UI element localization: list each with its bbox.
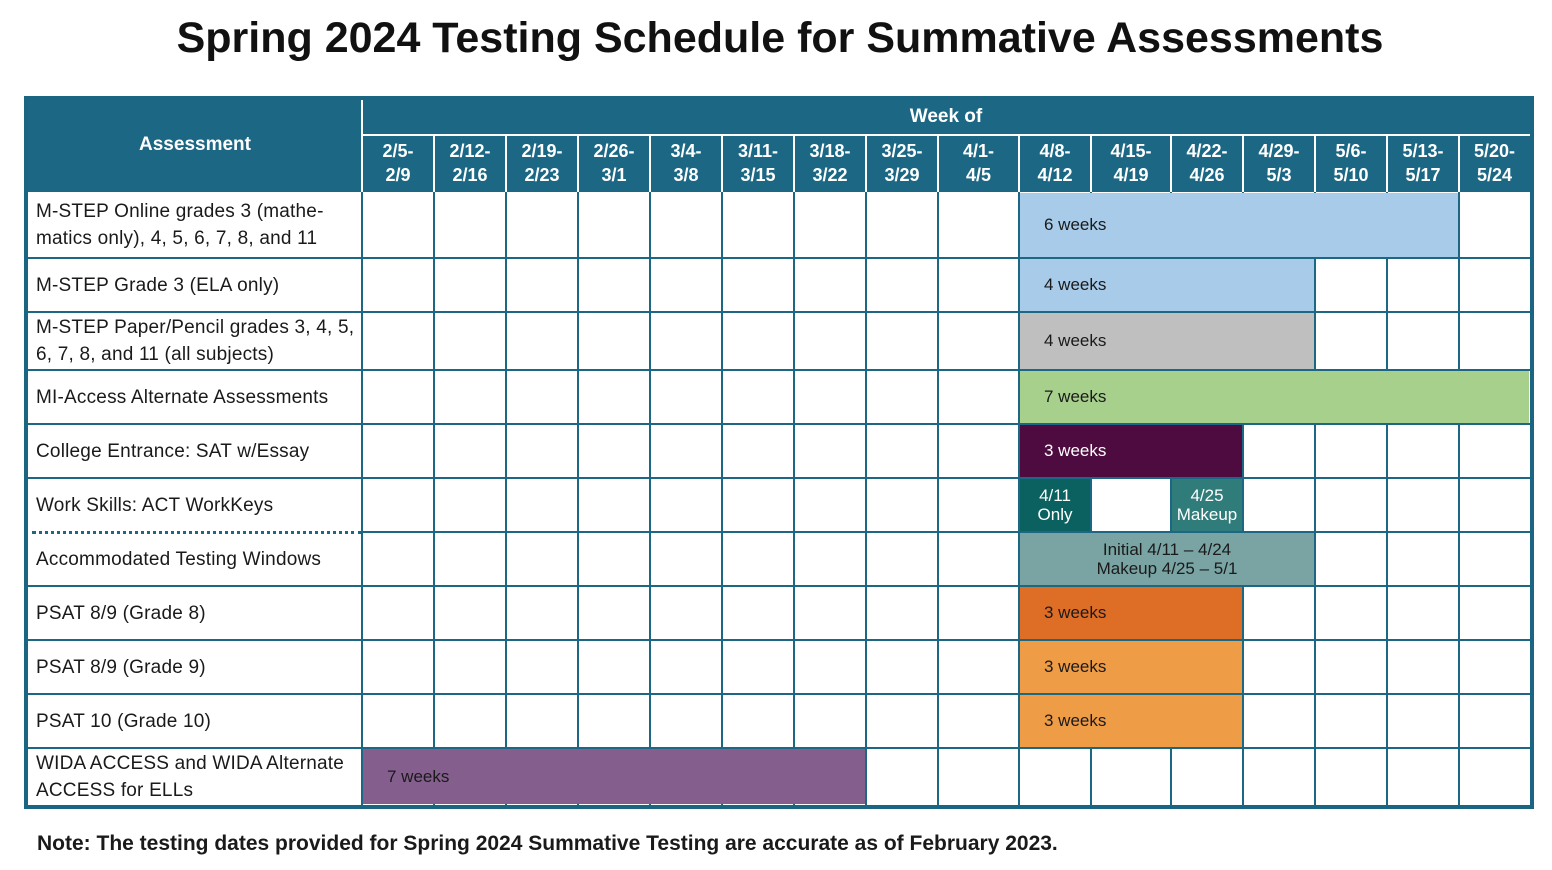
- header-divider: [362, 134, 1530, 136]
- schedule-bar: 4 weeks: [1020, 313, 1314, 369]
- header-col-divider: [1314, 134, 1316, 192]
- grid-col-line: [433, 192, 435, 805]
- grid-row-line: [28, 423, 1530, 425]
- assessment-label: Accommodated Testing Windows: [36, 548, 322, 570]
- schedule-bar: 7 weeks: [363, 749, 865, 804]
- header-background: [28, 100, 1530, 192]
- footnote: Note: The testing dates provided for Spr…: [37, 832, 1058, 855]
- week-header: 3/18- 3/22: [809, 141, 851, 185]
- week-header: 2/19- 2/23: [521, 141, 563, 185]
- grid-col-line: [505, 192, 507, 805]
- assessment-label: PSAT 8/9 (Grade 8): [36, 602, 206, 624]
- grid-col-line: [1386, 192, 1388, 805]
- week-header: 4/8- 4/12: [1037, 141, 1073, 185]
- dotted-divider: [32, 531, 362, 534]
- header-col-divider: [937, 134, 939, 192]
- assessment-label: M-STEP Grade 3 (ELA only): [36, 274, 280, 296]
- schedule-bar: 4 weeks: [1020, 259, 1314, 311]
- week-header: 3/25- 3/29: [881, 141, 923, 185]
- header-col-divider: [721, 134, 723, 192]
- header-col-divider: [361, 100, 363, 192]
- week-header: 2/5- 2/9: [382, 141, 414, 185]
- grid-row-line: [28, 693, 1530, 695]
- header-col-divider: [793, 134, 795, 192]
- grid-col-line: [937, 192, 939, 805]
- schedule-bar: 7 weeks: [1020, 371, 1529, 423]
- week-header: 4/22- 4/26: [1186, 141, 1228, 185]
- grid-col-line: [1242, 192, 1244, 805]
- week-header: 5/13- 5/17: [1402, 141, 1444, 185]
- header-assessment: Assessment: [139, 134, 251, 155]
- week-header: 4/29- 5/3: [1258, 141, 1300, 185]
- grid-col-line: [361, 192, 363, 805]
- header-col-divider: [1090, 134, 1092, 192]
- grid-row-line: [28, 477, 1530, 479]
- header-col-divider: [505, 134, 507, 192]
- schedule-bar: Initial 4/11 – 4/24 Makeup 4/25 – 5/1: [1020, 533, 1314, 585]
- assessment-label: College Entrance: SAT w/Essay: [36, 440, 310, 462]
- week-header: 3/11- 3/15: [737, 141, 779, 185]
- header-col-divider: [1386, 134, 1388, 192]
- week-header: 4/1- 4/5: [962, 141, 995, 185]
- grid-row-line: [362, 531, 1530, 533]
- header-col-divider: [577, 134, 579, 192]
- schedule-bar: 6 weeks: [1020, 193, 1458, 257]
- week-header: 5/6- 5/10: [1333, 141, 1369, 185]
- grid-row-line: [28, 639, 1530, 641]
- assessment-label: M-STEP Paper/Pencil grades 3, 4, 5, 6, 7…: [36, 317, 355, 365]
- schedule-bar: 3 weeks: [1020, 641, 1242, 693]
- assessment-label: M-STEP Online grades 3 (mathe- matics on…: [36, 201, 324, 249]
- grid-col-line: [1458, 192, 1460, 805]
- week-header: 5/20- 5/24: [1473, 141, 1516, 185]
- grid-row-line: [28, 585, 1530, 587]
- schedule-bar: 3 weeks: [1020, 425, 1242, 477]
- page-title: Spring 2024 Testing Schedule for Summati…: [176, 14, 1384, 62]
- assessment-label: MI-Access Alternate Assessments: [36, 386, 329, 408]
- schedule-bar: 3 weeks: [1020, 695, 1242, 747]
- assessment-label: WIDA ACCESS and WIDA Alternate ACCESS fo…: [36, 752, 345, 801]
- assessment-label: Work Skills: ACT WorkKeys: [36, 494, 274, 516]
- week-header: 3/4- 3/8: [670, 141, 702, 185]
- header-col-divider: [865, 134, 867, 192]
- week-header: 2/12- 2/16: [449, 141, 491, 185]
- schedule-bar: 4/25 Makeup: [1172, 479, 1242, 531]
- header-col-divider: [1242, 134, 1244, 192]
- grid-col-line: [1018, 192, 1020, 805]
- grid-col-line: [1170, 192, 1172, 805]
- header-col-divider: [433, 134, 435, 192]
- header-col-divider: [1170, 134, 1172, 192]
- grid-col-line: [793, 192, 795, 805]
- assessment-label: PSAT 8/9 (Grade 9): [36, 656, 206, 678]
- grid-col-line: [649, 192, 651, 805]
- grid-col-line: [577, 192, 579, 805]
- schedule-bar: 4/11 Only: [1020, 479, 1090, 531]
- grid-col-line: [721, 192, 723, 805]
- header-col-divider: [1458, 134, 1460, 192]
- grid-col-line: [1314, 192, 1316, 805]
- grid-row-line: [28, 747, 1530, 749]
- grid-row-line: [28, 257, 1530, 259]
- header-col-divider: [1018, 134, 1020, 192]
- grid-col-line: [1090, 192, 1092, 805]
- grid-col-line: [865, 192, 867, 805]
- schedule-bar: 3 weeks: [1020, 587, 1242, 639]
- week-header: 4/15- 4/19: [1110, 141, 1152, 185]
- grid-row-line: [28, 311, 1530, 313]
- header-week-of: Week of: [909, 106, 983, 127]
- assessment-label: PSAT 10 (Grade 10): [36, 710, 212, 732]
- week-header: 2/26- 3/1: [593, 141, 635, 185]
- header-col-divider: [649, 134, 651, 192]
- grid-row-line: [28, 369, 1530, 371]
